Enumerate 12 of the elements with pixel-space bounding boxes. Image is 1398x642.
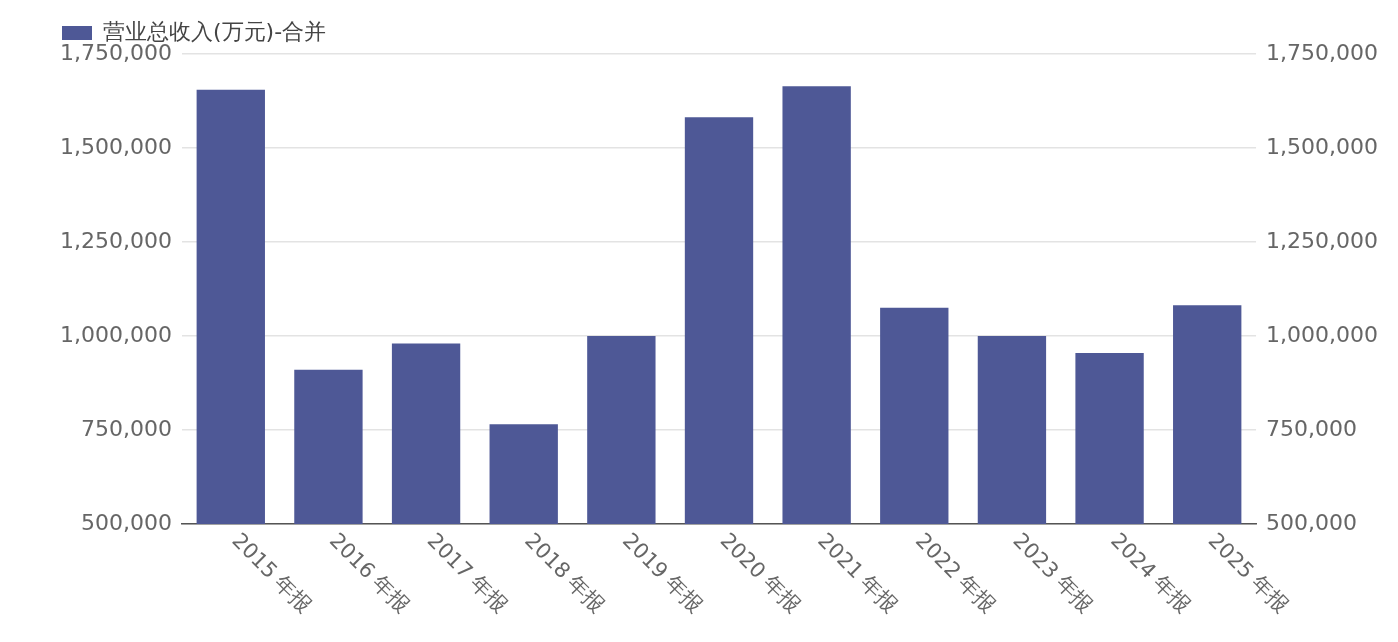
y2-tick-label: 1,750,000 (1266, 39, 1378, 65)
y2-tick-label: 1,500,000 (1266, 133, 1378, 159)
legend-label: 营业总收入(万元)-合并 (103, 18, 327, 44)
y2-tick-label: 750,000 (1266, 415, 1358, 441)
y-tick-label: 1,500,000 (60, 133, 172, 159)
y2-tick-label: 1,000,000 (1266, 321, 1378, 347)
y2-tick-label: 1,250,000 (1266, 227, 1378, 253)
y-tick-label: 1,000,000 (60, 321, 172, 347)
y2-tick-label: 500,000 (1266, 509, 1358, 535)
y-tick-label: 1,250,000 (60, 227, 172, 253)
y-tick-label: 750,000 (80, 415, 172, 441)
y-tick-label: 500,000 (80, 509, 172, 535)
